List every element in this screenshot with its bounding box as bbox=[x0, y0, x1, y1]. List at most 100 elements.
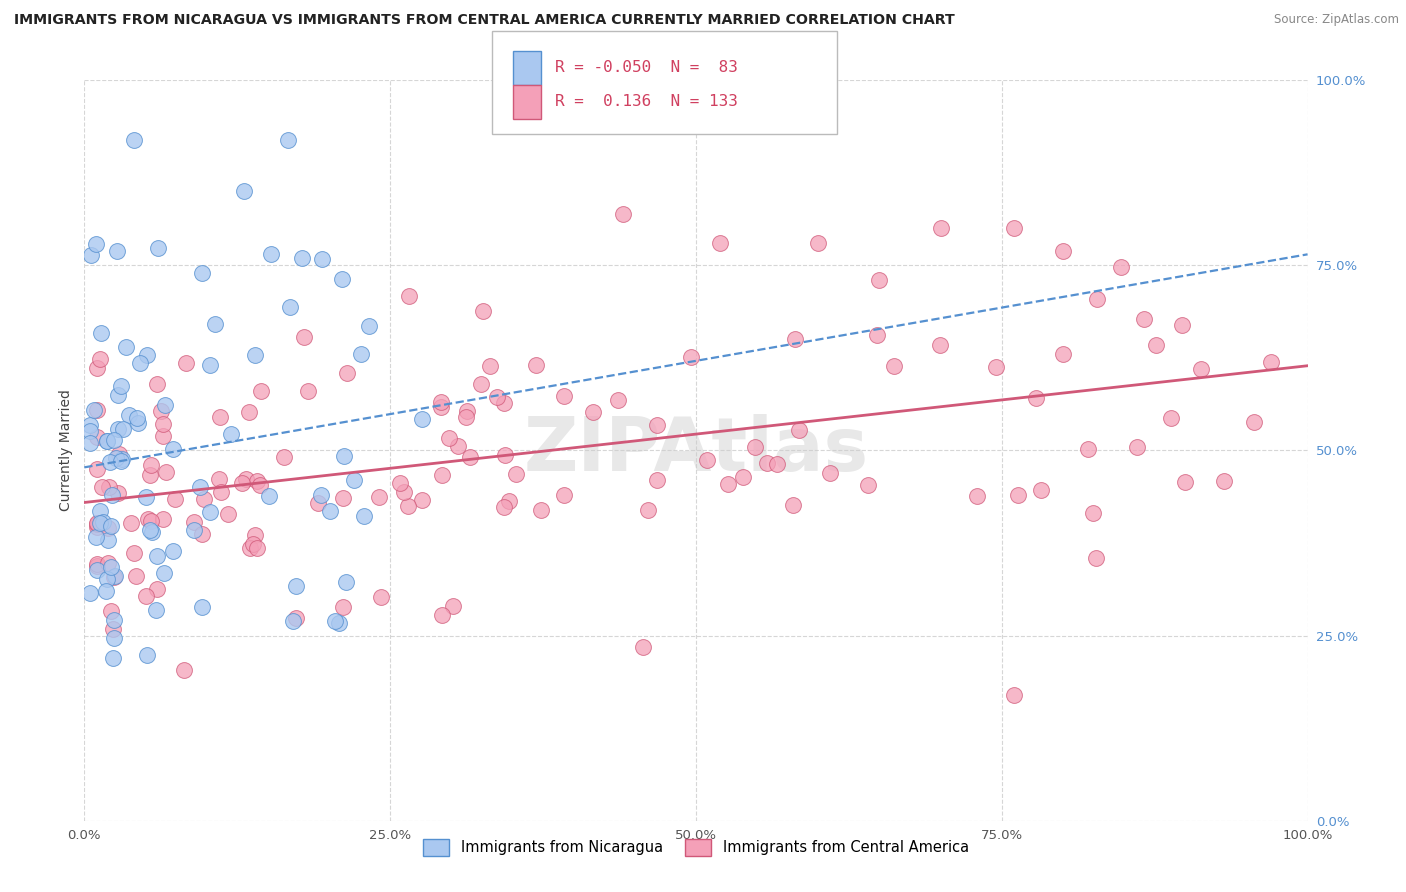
Point bbox=[139, 467, 162, 482]
Point bbox=[1173, 475, 1195, 489]
Point bbox=[103, 614, 125, 628]
Point bbox=[430, 468, 453, 483]
Point bbox=[1125, 440, 1147, 454]
Point bbox=[111, 452, 134, 467]
Point bbox=[79, 586, 101, 600]
Point bbox=[246, 541, 269, 555]
Point bbox=[553, 487, 575, 501]
Point bbox=[136, 512, 159, 526]
Point bbox=[135, 589, 157, 603]
Point bbox=[107, 388, 129, 402]
Point bbox=[112, 422, 135, 436]
Point bbox=[89, 503, 111, 517]
Text: IMMIGRANTS FROM NICARAGUA VS IMMIGRANTS FROM CENTRAL AMERICA CURRENTLY MARRIED C: IMMIGRANTS FROM NICARAGUA VS IMMIGRANTS … bbox=[14, 13, 955, 28]
Point bbox=[1002, 688, 1025, 702]
Point bbox=[135, 648, 157, 662]
Point bbox=[526, 358, 548, 372]
Point bbox=[115, 340, 138, 354]
Point bbox=[807, 236, 830, 251]
Point bbox=[110, 379, 132, 393]
Point bbox=[86, 563, 108, 577]
Point bbox=[1133, 311, 1156, 326]
Point bbox=[232, 184, 254, 198]
Point bbox=[97, 533, 120, 548]
Point bbox=[101, 622, 124, 636]
Point bbox=[430, 394, 453, 409]
Point bbox=[411, 493, 433, 508]
Point bbox=[856, 477, 879, 491]
Point bbox=[432, 608, 454, 623]
Point bbox=[86, 462, 108, 476]
Point bbox=[494, 500, 516, 514]
Point bbox=[125, 411, 148, 425]
Point bbox=[486, 390, 509, 404]
Point bbox=[278, 301, 301, 315]
Point bbox=[100, 519, 122, 533]
Point bbox=[105, 244, 128, 258]
Point bbox=[86, 516, 108, 530]
Point bbox=[249, 478, 271, 492]
Point bbox=[238, 404, 260, 418]
Text: Source: ZipAtlas.com: Source: ZipAtlas.com bbox=[1274, 13, 1399, 27]
Point bbox=[96, 434, 118, 448]
Point bbox=[696, 453, 718, 467]
Point bbox=[470, 377, 492, 392]
Point bbox=[89, 516, 111, 531]
Point bbox=[456, 403, 478, 417]
Point bbox=[135, 491, 157, 505]
Point bbox=[1189, 362, 1212, 376]
Point bbox=[1007, 487, 1029, 501]
Point bbox=[217, 507, 239, 521]
Point bbox=[1083, 507, 1105, 521]
Point bbox=[505, 467, 527, 481]
Point bbox=[79, 436, 101, 450]
Point bbox=[100, 604, 122, 618]
Point bbox=[108, 447, 131, 461]
Point bbox=[319, 504, 342, 518]
Point bbox=[100, 488, 122, 502]
Point bbox=[191, 599, 214, 614]
Point bbox=[479, 359, 502, 373]
Point bbox=[291, 251, 314, 265]
Point bbox=[1084, 550, 1107, 565]
Point bbox=[125, 569, 148, 583]
Point bbox=[437, 431, 460, 445]
Text: R =  0.136  N = 133: R = 0.136 N = 133 bbox=[555, 95, 738, 109]
Point bbox=[122, 132, 145, 146]
Point bbox=[731, 470, 754, 484]
Point bbox=[146, 582, 169, 596]
Point bbox=[637, 503, 659, 517]
Point bbox=[368, 491, 391, 505]
Point bbox=[103, 434, 125, 448]
Point bbox=[1144, 338, 1167, 352]
Point bbox=[107, 485, 129, 500]
Point bbox=[928, 338, 950, 352]
Point bbox=[190, 527, 212, 541]
Point bbox=[141, 524, 163, 539]
Point bbox=[1213, 475, 1236, 489]
Point bbox=[208, 472, 231, 486]
Point bbox=[83, 402, 105, 417]
Point bbox=[357, 318, 380, 333]
Point bbox=[249, 384, 271, 398]
Point bbox=[90, 326, 112, 340]
Point bbox=[498, 493, 520, 508]
Point bbox=[273, 450, 295, 464]
Point bbox=[284, 611, 307, 625]
Point bbox=[709, 236, 731, 251]
Point bbox=[607, 393, 630, 408]
Point bbox=[91, 480, 114, 494]
Point bbox=[1025, 391, 1047, 405]
Point bbox=[332, 491, 354, 505]
Point bbox=[79, 417, 101, 432]
Point bbox=[1052, 244, 1074, 258]
Point bbox=[198, 358, 221, 372]
Point bbox=[447, 439, 470, 453]
Point bbox=[984, 359, 1007, 374]
Point bbox=[110, 453, 132, 467]
Point bbox=[246, 474, 269, 488]
Point bbox=[353, 508, 375, 523]
Point bbox=[394, 485, 416, 500]
Point bbox=[330, 271, 353, 285]
Point bbox=[162, 442, 184, 456]
